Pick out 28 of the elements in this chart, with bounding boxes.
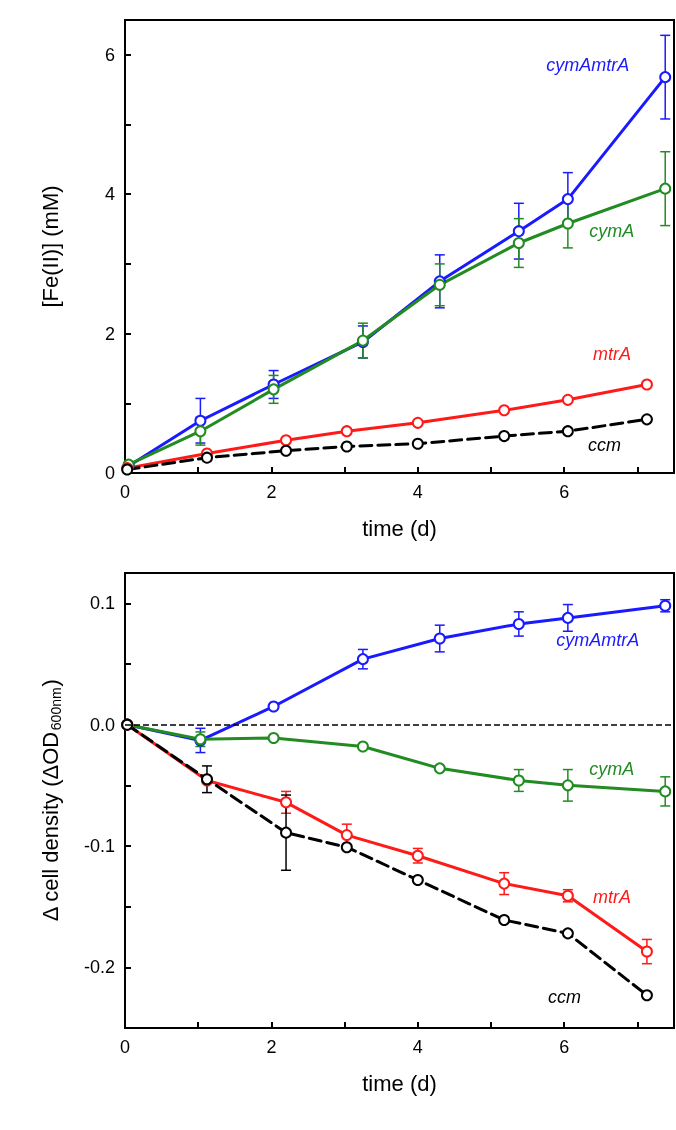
x-tick-label: 0 <box>119 482 131 502</box>
y-tick-label: 4 <box>104 184 115 205</box>
y-tick-label: 2 <box>104 323 115 344</box>
series-label: mtrA <box>592 886 631 907</box>
series-label: cymAmtrA <box>546 55 630 76</box>
x-tick-label: 0 <box>119 1037 131 1057</box>
series-label: cymA <box>589 759 635 780</box>
y-tick-label: -0.2 <box>83 957 115 978</box>
y-tick-label: 0 <box>104 463 115 483</box>
series-label: ccm <box>547 987 581 1008</box>
x-tick-label: 6 <box>559 482 570 502</box>
x-axis-title: time (d) <box>362 515 437 541</box>
x-tick-label: 4 <box>412 1037 423 1057</box>
series-label: cymAmtrA <box>556 629 640 650</box>
x-axis-title: time (d) <box>362 1070 437 1096</box>
series-label: mtrA <box>592 344 631 365</box>
y-tick-label: 6 <box>104 44 115 65</box>
y-axis-title: Δ cell density (ΔOD600nm) <box>37 679 64 922</box>
y-axis-title: [Fe(II)] (mM) <box>37 185 63 308</box>
x-tick-label: 4 <box>412 482 423 502</box>
y-tick-label: 0.0 <box>89 714 115 735</box>
y-tick-label: -0.1 <box>83 836 115 856</box>
x-tick-label: 6 <box>559 1037 570 1057</box>
x-tick-label: 2 <box>266 482 277 502</box>
x-tick-label: 2 <box>266 1037 277 1057</box>
series-label: cymA <box>589 220 635 241</box>
y-tick-label: 0.1 <box>89 593 115 614</box>
series-label: ccm <box>587 435 621 456</box>
